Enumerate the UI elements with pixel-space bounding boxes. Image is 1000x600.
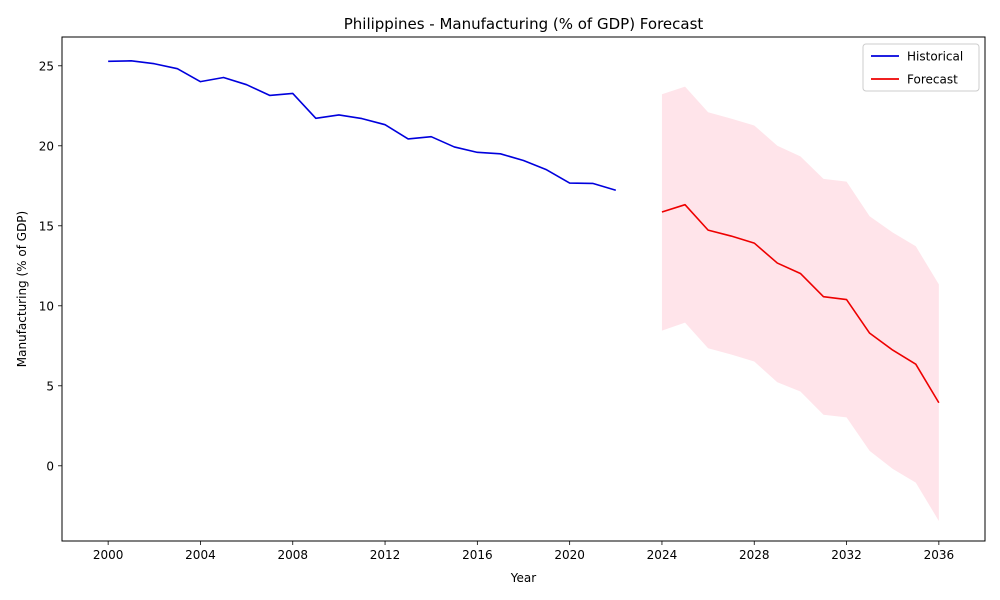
series-line-historical: [108, 60, 617, 192]
y-axis-ticks: 0 5 10 15 20 25: [39, 59, 62, 473]
x-tick-label: 2004: [185, 548, 216, 562]
y-axis-label: Manufacturing (% of GDP): [15, 211, 29, 367]
confidence-band-forecast: [661, 86, 939, 521]
series-lines-layer: [108, 60, 940, 404]
legend-label-forecast: Forecast: [907, 73, 958, 87]
legend-label-historical: Historical: [907, 50, 963, 64]
x-tick-label: 2036: [924, 548, 955, 562]
x-tick-label: 2016: [462, 548, 493, 562]
x-tick-label: 2020: [554, 548, 585, 562]
y-tick-label: 0: [46, 459, 54, 473]
x-tick-label: 2024: [647, 548, 678, 562]
y-tick-label: 20: [39, 139, 54, 153]
x-axis-label: Year: [510, 571, 536, 585]
x-tick-label: 2032: [831, 548, 862, 562]
y-tick-label: 15: [39, 219, 54, 233]
forecast-confidence-band-layer: [661, 86, 939, 521]
x-tick-label: 2008: [277, 548, 308, 562]
series-line-forecast: [661, 203, 940, 404]
legend: Historical Forecast: [862, 43, 980, 92]
x-axis-ticks: 2000 2004 2008 2012 2016 2020 2024 2028 2032 2036: [93, 541, 954, 562]
chart-title: Philippines - Manufacturing (% of GDP) F…: [344, 15, 704, 33]
y-tick-label: 25: [39, 59, 54, 73]
y-tick-label: 10: [39, 299, 54, 313]
x-tick-label: 2012: [370, 548, 401, 562]
x-tick-label: 2028: [739, 548, 770, 562]
plot-area-frame: [61, 36, 986, 542]
y-tick-label: 5: [46, 379, 54, 393]
x-tick-label: 2000: [93, 548, 124, 562]
